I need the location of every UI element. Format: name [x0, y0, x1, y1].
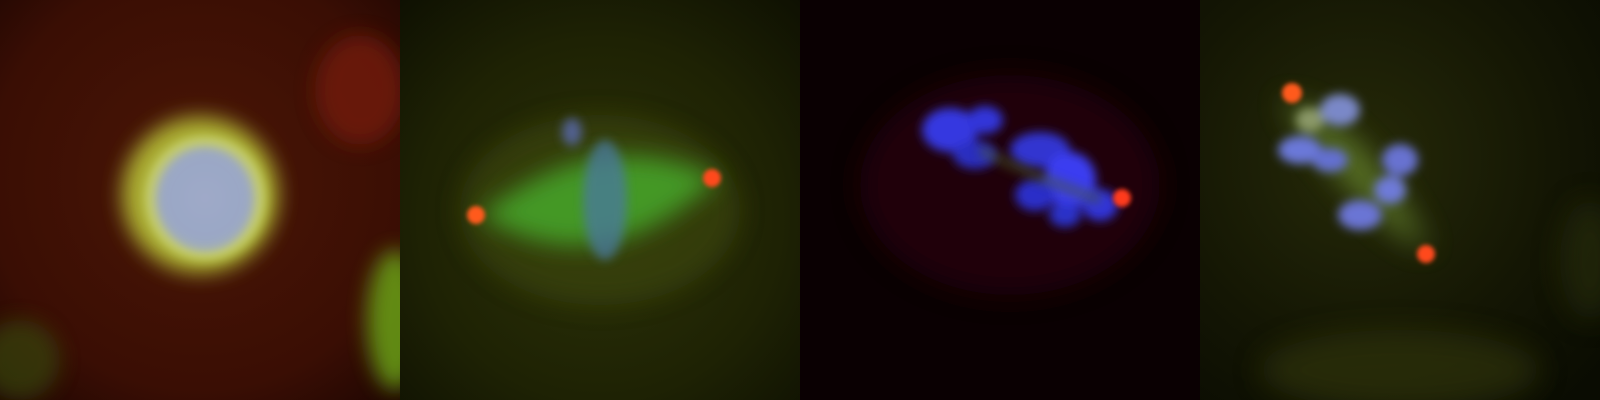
micrograph-panel-1 [0, 0, 400, 400]
nucleus-core [160, 150, 250, 250]
neighbor-cell-red [315, 35, 400, 145]
spindle-trace [977, 145, 1102, 205]
micrograph-panel-3-image [800, 0, 1200, 400]
micrograph-panel-3 [800, 0, 1200, 400]
chromosome-1 [1278, 136, 1322, 164]
metaphase-chromosomes [583, 140, 627, 260]
micrograph-panel-1-image [0, 0, 400, 400]
spindle-diagonal [1280, 100, 1430, 250]
chromosome-4 [1296, 108, 1324, 132]
chromosome-8 [1049, 203, 1081, 227]
micrograph-panel-2 [400, 0, 800, 400]
centrosome-top [1282, 83, 1302, 103]
micrograph-panel-2-image [400, 0, 800, 400]
neighbor-cell-bottom [1260, 330, 1540, 400]
neighbor-cell-dim [0, 320, 60, 400]
chromosome-2 [1312, 148, 1348, 172]
centrosome-bottom [1417, 245, 1435, 263]
chromosome-7 [1338, 200, 1382, 230]
cell-body-dim [860, 75, 1160, 295]
micrograph-panel-4 [1200, 0, 1600, 400]
chromosome-2 [967, 106, 1003, 134]
centrosome-left [467, 206, 485, 224]
neighbor-cell-green [367, 250, 400, 390]
chromosome-3 [1320, 94, 1360, 126]
chromosome-6 [1374, 176, 1406, 204]
chromosome-6 [1015, 179, 1055, 211]
chromosome-mass [1278, 94, 1418, 230]
micrograph-panel-4-image [1200, 0, 1600, 400]
chromosome-cluster [562, 118, 582, 146]
centrosome-right [703, 169, 721, 187]
chromosome-5 [1382, 144, 1418, 176]
centrosome [1113, 189, 1131, 207]
neighbor-cell-right [1560, 200, 1600, 320]
chromosome-1 [922, 108, 978, 152]
